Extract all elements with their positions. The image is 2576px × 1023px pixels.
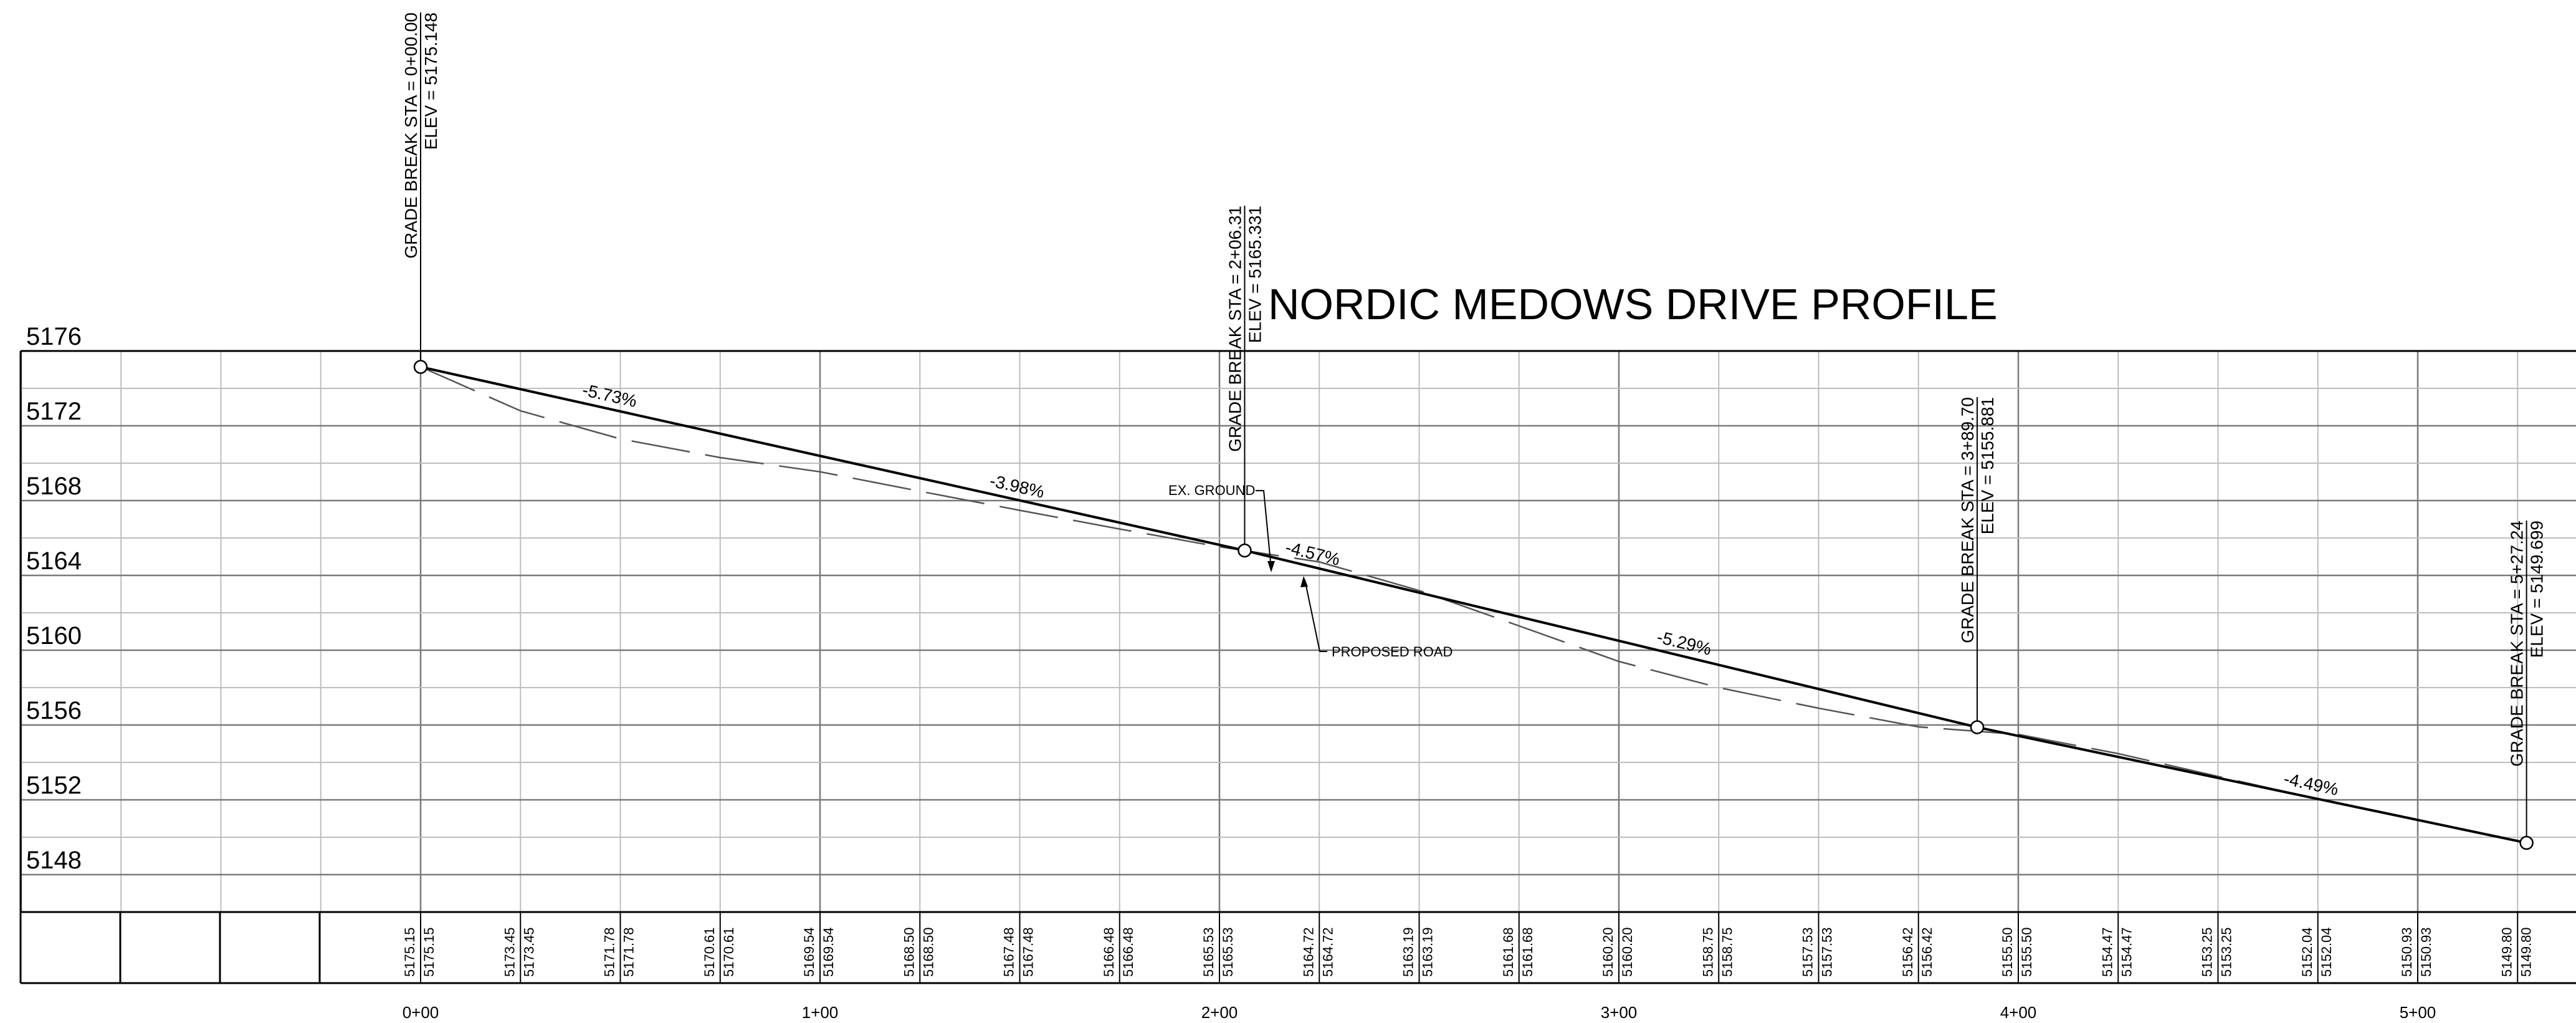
table-value-existing: 5155.50: [2000, 927, 2015, 977]
grade-break-elevation: ELEV = 5149.699: [2527, 521, 2547, 658]
table-value-proposed: 5158.75: [1719, 927, 1735, 977]
table-value-existing: 5158.75: [1700, 927, 1715, 977]
y-tick-label: 5164: [26, 547, 82, 575]
grade-break-station: GRADE BREAK STA = 2+06.31: [1225, 206, 1244, 452]
table-value-proposed: 5150.93: [2418, 927, 2434, 977]
table-value-existing: 5163.19: [1401, 927, 1416, 977]
table-value-proposed: 5168.50: [920, 927, 936, 977]
series-existing-ground: [420, 366, 2518, 842]
grade-percent-label: -5.73%: [581, 380, 639, 411]
table-value-existing: 5150.93: [2399, 927, 2415, 977]
grade-break-marker: [413, 360, 428, 374]
y-tick-label: 5160: [26, 622, 82, 650]
table-value-proposed: 5157.53: [1820, 927, 1835, 977]
callout-existing-ground-arrow: [1267, 561, 1275, 572]
table-value-existing: 5164.72: [1300, 927, 1316, 977]
table-value-existing: 5173.45: [502, 927, 517, 977]
y-tick-label: 5172: [26, 398, 82, 425]
table-value-existing: 5175.15: [402, 927, 417, 977]
x-tick-label: 2+00: [1201, 1003, 1238, 1020]
table-value-proposed: 5170.61: [721, 927, 737, 977]
grade-break-elevation: ELEV = 5165.331: [1245, 206, 1264, 343]
grade-break-marker: [2519, 835, 2534, 850]
grade-percent-label: -3.98%: [988, 471, 1046, 502]
grade-break-marker: [1238, 543, 1252, 558]
grid-layer: [19, 350, 2576, 984]
grade-break-station: GRADE BREAK STA = 3+89.70: [1958, 397, 1977, 643]
x-tick-label: 4+00: [2000, 1003, 2037, 1020]
table-value-proposed: 5155.50: [2019, 927, 2035, 977]
x-tick-label: 1+00: [802, 1003, 839, 1020]
y-tick-label: 5156: [26, 697, 82, 724]
table-value-existing: 5153.25: [2200, 927, 2215, 977]
y-tick-label: 5148: [26, 847, 82, 874]
table-value-existing: 5170.61: [702, 927, 717, 977]
callout-existing-ground-leader: [1256, 490, 1272, 569]
table-value-existing: 5157.53: [1800, 927, 1816, 977]
x-tick-label: 5+00: [2400, 1003, 2436, 1020]
x-tick-label: 0+00: [403, 1003, 439, 1020]
table-value-proposed: 5165.53: [1220, 927, 1236, 977]
grade-percent-label: -4.49%: [2282, 769, 2340, 799]
table-value-proposed: 5160.20: [1620, 927, 1635, 977]
table-value-existing: 5152.04: [2299, 927, 2315, 977]
table-value-proposed: 5166.48: [1120, 927, 1136, 977]
y-tick-label: 5152: [26, 772, 82, 799]
chart-title: NORDIC MEDOWS DRIVE PROFILE: [1268, 280, 1998, 329]
table-value-proposed: 5175.15: [421, 927, 437, 977]
table-value-existing: 5161.68: [1500, 927, 1516, 977]
table-value-existing: 5165.53: [1201, 927, 1216, 977]
x-tick-label: 3+00: [1601, 1003, 1638, 1020]
series-layer: [420, 365, 2527, 844]
table-value-existing: 5167.48: [1001, 927, 1017, 977]
callout-proposed-road: PROPOSED ROAD: [1332, 644, 1453, 660]
table-value-existing: 5149.80: [2499, 927, 2514, 977]
table-value-proposed: 5154.47: [2119, 927, 2134, 977]
callout-existing-ground: EX. GROUND: [1168, 483, 1255, 498]
table-value-proposed: 5171.78: [621, 927, 637, 977]
series-proposed-road: [420, 365, 2527, 844]
table-value-existing: 5160.20: [1600, 927, 1616, 977]
annotation-layer: GRADE BREAK STA = 0+00.00 ELEV = 5175.148…: [401, 12, 2547, 850]
table-value-proposed: 5149.80: [2518, 927, 2534, 977]
table-value-proposed: 5153.25: [2219, 927, 2235, 977]
y-tick-label: 5168: [26, 473, 82, 500]
grade-percent-label: -5.29%: [1655, 627, 1714, 659]
axis-labels: 5176 5172 5168 5164 5160 5156 5152 5148 0+00 1+00…: [26, 323, 2436, 1022]
table-value-proposed: 5163.19: [1420, 927, 1436, 977]
grade-break-station: GRADE BREAK STA = 5+27.24: [2507, 521, 2527, 767]
table-value-existing: 5169.54: [801, 927, 817, 977]
table-value-proposed: 5164.72: [1320, 927, 1335, 977]
table-value-proposed: 5161.68: [1520, 927, 1535, 977]
table-value-proposed: 5169.54: [821, 927, 836, 977]
grade-break-station: GRADE BREAK STA = 0+00.00: [401, 12, 421, 259]
table-value-proposed: 5152.04: [2319, 927, 2334, 977]
table-value-existing: 5168.50: [901, 927, 917, 977]
table-value-existing: 5154.47: [2099, 927, 2115, 977]
table-value-proposed: 5167.48: [1021, 927, 1036, 977]
grade-break-elevation: ELEV = 5155.881: [1978, 397, 1997, 534]
table-value-existing: 5156.42: [1900, 927, 1915, 977]
grade-break-elevation: ELEV = 5175.148: [421, 12, 441, 150]
elevation-table: 5175.15 5175.15 5173.45 5173.45 5171.78 5171.…: [119, 912, 2534, 983]
table-value-existing: 5171.78: [602, 927, 618, 977]
grade-break-marker: [1970, 720, 1985, 734]
grade-percent-label: -4.57%: [1284, 537, 1342, 569]
table-value-proposed: 5156.42: [1919, 927, 1935, 977]
table-value-proposed: 5173.45: [521, 927, 537, 977]
y-tick-label: 5176: [26, 323, 82, 350]
table-value-existing: 5166.48: [1101, 927, 1117, 977]
callout-proposed-road-leader: [1304, 579, 1327, 652]
callout-proposed-road-arrow: [1300, 576, 1308, 587]
